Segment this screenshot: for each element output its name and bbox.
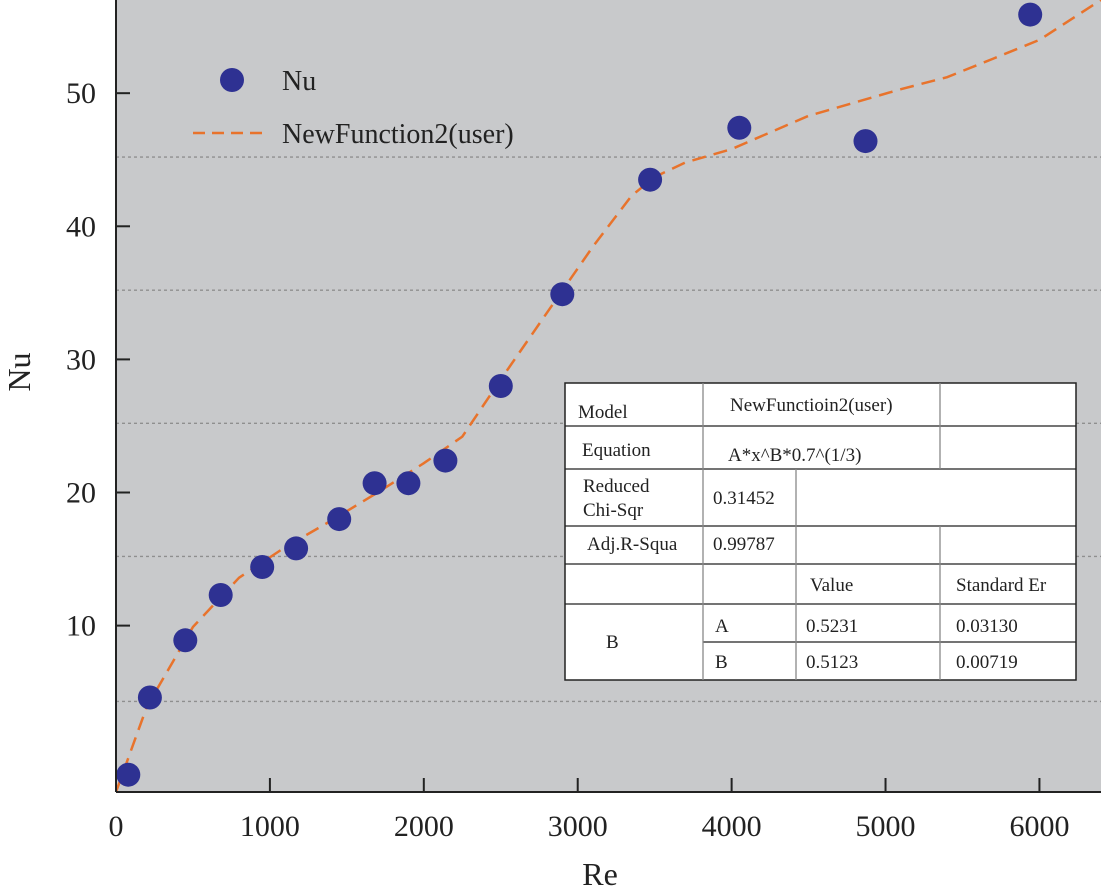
table-stderr-b: 0.00719 [956,652,1018,673]
table-param-b: B [715,652,728,673]
table-chi-label-2: Chi-Sqr [583,500,644,521]
x-tick-label: 1000 [240,810,300,843]
data-points-layer [116,2,1043,787]
data-point [550,282,575,307]
legend: Nu NewFunction2(user) [193,66,514,150]
data-point [116,762,141,787]
table-chi-label-1: Reduced [583,476,650,497]
data-point [853,129,878,154]
data-point [488,374,513,398]
fit-curve-layer [114,0,1101,793]
table-r2-label: Adj.R-Squa [587,534,678,555]
data-point [638,167,663,192]
data-point [284,536,309,561]
y-axis-ticks: 10 20 30 40 50 [66,77,130,643]
legend-marker-nu [220,68,244,92]
table-model-label: Model [578,402,628,423]
table-group-label: B [606,632,619,653]
table-stderr-a: 0.03130 [956,616,1018,637]
y-tick-label: 30 [66,343,96,376]
data-point [362,471,387,496]
x-tick-label: 2000 [394,810,454,843]
table-col-value-header: Value [810,575,853,596]
x-tick-label: 5000 [856,810,916,843]
y-axis-title: Nu [1,352,37,391]
data-point [727,115,752,140]
table-chi-value: 0.31452 [713,488,775,509]
table-model-value: NewFunctioin2(user) [730,395,893,416]
data-point [396,471,421,496]
y-tick-label: 40 [66,210,96,243]
table-value-a: 0.5231 [806,616,858,637]
y-tick-label: 50 [66,77,96,110]
data-point [137,685,162,710]
legend-label-nu: Nu [282,66,316,97]
table-value-b: 0.5123 [806,652,858,673]
table-param-a: A [715,616,729,637]
fit-curve [114,0,1101,793]
table-background [564,382,1077,681]
table-equation-label: Equation [582,440,651,461]
x-tick-label: 0 [109,810,124,843]
y-tick-label: 20 [66,477,96,510]
x-tick-label: 3000 [548,810,608,843]
fit-results-table: Model NewFunctioin2(user) Equation A*x^B… [564,382,1077,681]
x-tick-label: 6000 [1009,810,1069,843]
x-axis-title: Re [582,856,618,892]
legend-label-fit: NewFunction2(user) [282,119,514,150]
table-r2-value: 0.99787 [713,534,775,555]
x-tick-label: 4000 [702,810,762,843]
y-tick-label: 10 [66,610,96,643]
table-col-stderr-header: Standard Er [956,575,1047,596]
table-equation-value: A*x^B*0.7^(1/3) [728,445,861,466]
data-point [250,555,275,579]
data-point [1018,2,1043,27]
x-axis-ticks: 0 1000 2000 3000 4000 5000 6000 [109,778,1069,843]
data-point [173,628,198,653]
data-point [433,448,458,473]
data-point [327,507,352,532]
data-point [208,583,233,607]
